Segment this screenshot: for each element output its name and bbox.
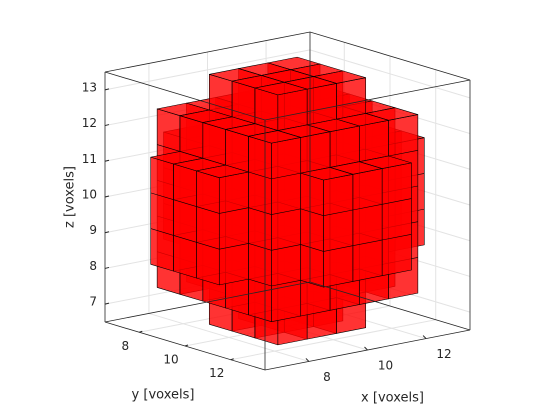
voxel-plot: [150, 56, 425, 346]
tick-mark: [305, 358, 310, 362]
voxel-column: [196, 164, 249, 286]
z-tick-label: 9: [89, 223, 97, 237]
axes-edges: [104, 31, 471, 371]
z-tick-label: 11: [82, 152, 97, 166]
tick-mark: [104, 302, 110, 305]
voxel-edge: [248, 171, 301, 180]
z-tick-label: 7: [89, 295, 97, 309]
x-tick-label: 12: [436, 347, 451, 361]
z-tick-label: 13: [82, 80, 97, 94]
voxel-column: [248, 130, 302, 323]
tick-mark: [104, 266, 110, 269]
z-tick-label: 10: [82, 188, 97, 202]
z-axis-title: z [voxels]: [63, 166, 78, 228]
voxel-face: [300, 172, 324, 288]
y-tick-label: 12: [209, 366, 224, 380]
voxel-face: [248, 135, 272, 323]
y-tick-label: 8: [121, 339, 129, 353]
voxel-face: [300, 167, 354, 181]
voxel-edge: [248, 243, 301, 251]
x-tick-label: 10: [378, 359, 393, 373]
voxel-edge: [248, 278, 301, 287]
voxel-face: [218, 171, 249, 286]
voxel-edge: [196, 206, 249, 214]
x-tick-label: 8: [323, 370, 331, 384]
voxel-edge: [300, 208, 353, 217]
z-tick-label: 8: [89, 259, 97, 273]
y-axis-title: y [voxels]: [132, 388, 195, 403]
voxel-column: [300, 167, 354, 288]
voxel-face: [271, 137, 302, 323]
tick-mark: [104, 124, 110, 127]
voxel-face: [196, 170, 220, 286]
tick-mark: [104, 159, 110, 162]
voxel-edge: [248, 207, 301, 215]
voxel-face: [254, 81, 308, 96]
voxel-edge: [300, 244, 353, 252]
voxel-edge: [196, 241, 249, 250]
voxel-face: [352, 168, 383, 282]
voxel-face: [173, 163, 197, 279]
x-axis-title: x [voxels]: [361, 391, 424, 406]
voxel-face: [150, 156, 174, 272]
tick-mark: [364, 346, 368, 351]
voxel-face: [381, 162, 412, 277]
tick-mark: [104, 88, 110, 91]
tick-mark: [422, 335, 427, 339]
tick-mark: [104, 231, 110, 234]
z-tick-label: 12: [82, 116, 97, 130]
voxel-face: [248, 130, 302, 144]
y-tick-label: 10: [163, 353, 178, 367]
tick-mark: [104, 195, 110, 198]
voxel-face: [323, 173, 354, 288]
